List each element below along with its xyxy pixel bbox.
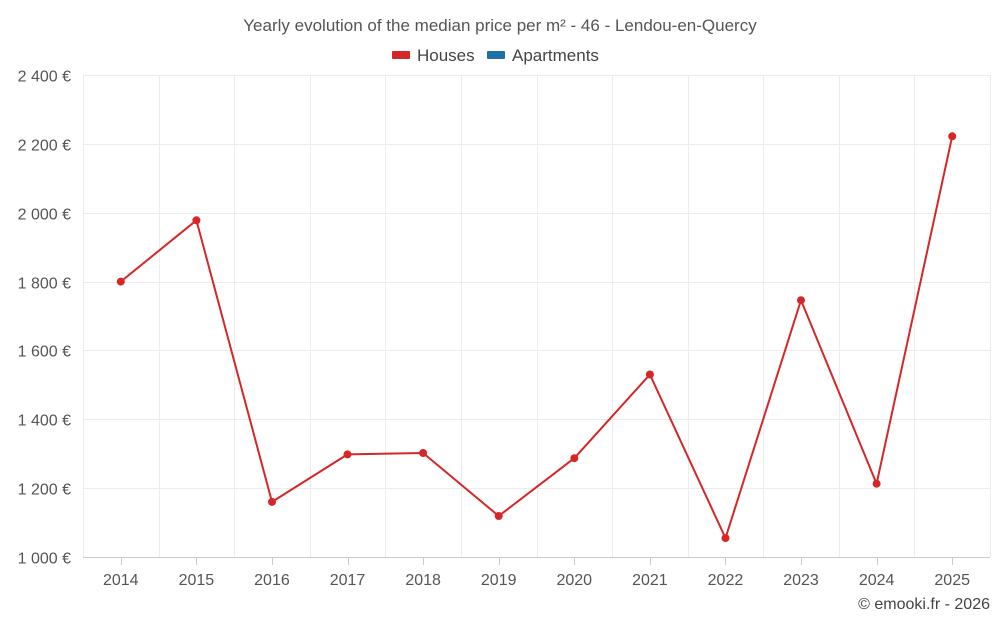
data-point-houses-2025[interactable]: [948, 132, 957, 141]
series-line-houses: [120, 136, 954, 540]
data-point-houses-2020[interactable]: [570, 454, 579, 463]
x-tick-label: 2017: [330, 572, 366, 589]
credit-text: © emooki.fr - 2026: [858, 596, 990, 613]
y-tick-label: 1 400 €: [18, 413, 71, 430]
legend-swatch-apartments: [487, 51, 505, 59]
x-tick-label: 2023: [783, 572, 819, 589]
legend-label-apartments: Apartments: [512, 46, 599, 65]
series-layer: [116, 132, 957, 543]
legend-label-houses: Houses: [417, 46, 475, 65]
y-tick-label: 2 200 €: [18, 138, 71, 155]
legend-swatch-houses: [392, 51, 410, 59]
data-point-houses-2022[interactable]: [721, 534, 730, 543]
x-tick-label: 2021: [632, 572, 668, 589]
x-tick-label: 2025: [934, 572, 970, 589]
chart-title: Yearly evolution of the median price per…: [243, 16, 757, 35]
x-tick-label: 2015: [179, 572, 215, 589]
x-tick-label: 2019: [481, 572, 517, 589]
legend: Houses Apartments: [392, 46, 599, 65]
data-point-houses-2023[interactable]: [797, 296, 805, 305]
grid: [83, 75, 991, 565]
data-point-houses-2014[interactable]: [116, 277, 125, 286]
data-point-houses-2017[interactable]: [343, 450, 352, 459]
y-tick-label: 1 800 €: [18, 276, 71, 293]
x-tick-label: 2014: [103, 572, 139, 589]
x-tick-label: 2018: [405, 572, 441, 589]
data-point-houses-2024[interactable]: [872, 479, 881, 488]
y-tick-label: 1 200 €: [18, 482, 71, 499]
data-point-houses-2019[interactable]: [494, 512, 503, 520]
x-tick-label: 2022: [708, 572, 744, 589]
x-tick-label: 2024: [859, 572, 895, 589]
legend-item-apartments[interactable]: Apartments: [487, 46, 599, 65]
y-tick-label: 2 000 €: [18, 207, 71, 224]
x-tick-label: 2016: [254, 572, 290, 589]
legend-item-houses[interactable]: Houses: [392, 46, 475, 65]
y-tick-label: 1 600 €: [18, 344, 71, 361]
y-tick-label: 2 400 €: [18, 69, 71, 86]
y-tick-label: 1 000 €: [18, 551, 71, 568]
data-point-houses-2018[interactable]: [419, 449, 428, 457]
data-point-houses-2016[interactable]: [268, 497, 276, 506]
data-point-houses-2015[interactable]: [192, 216, 201, 225]
x-tick-label: 2020: [556, 572, 592, 589]
x-axis-labels: 2014 2015 2016 2017 2018 2019 2020 2021 2022 2023…: [103, 572, 970, 589]
y-axis-labels: 1 000 € 1 200 € 1 400 € 1 600 € 1 800 € 2 000…: [18, 69, 71, 568]
data-point-houses-2021[interactable]: [645, 370, 654, 379]
